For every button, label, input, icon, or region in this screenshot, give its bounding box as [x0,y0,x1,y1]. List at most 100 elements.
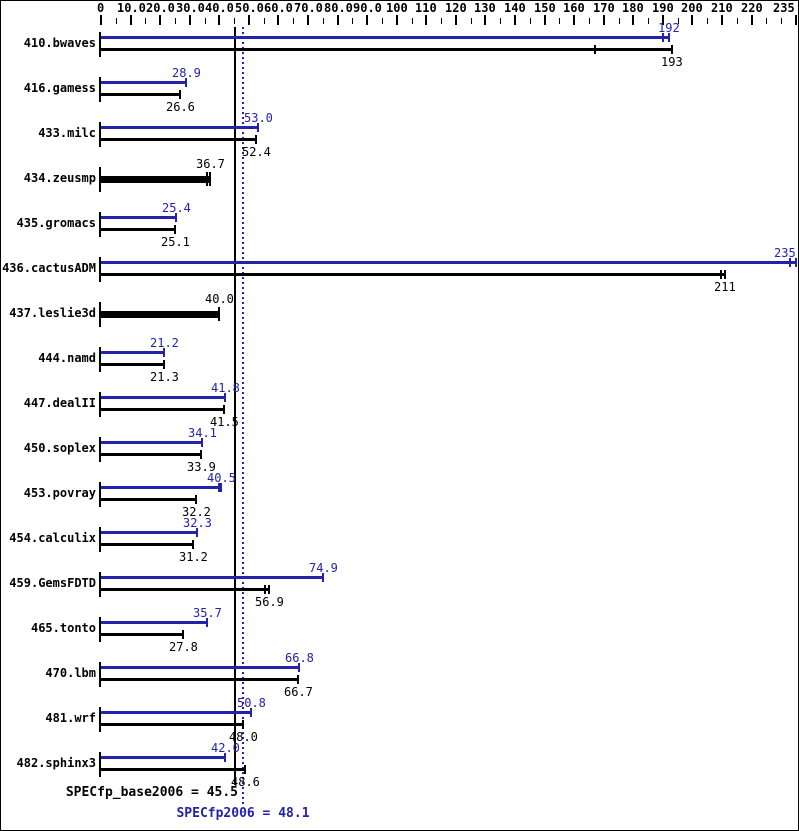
base-bar [101,48,672,51]
base-bar [101,498,196,501]
row-baseline [99,662,101,687]
axis-tick-label: 10.0 [117,1,146,15]
run-mark [218,307,220,321]
axis-major-tick [484,15,486,25]
axis-tick-label: 220 [741,1,763,15]
benchmark-label: 434.zeusmp [23,171,96,185]
peak-reference-line [242,27,244,805]
base-bar [101,723,243,726]
benchmark-label: 433.milc [38,126,96,140]
row-baseline [99,77,101,102]
axis-tick-label: 210 [711,1,733,15]
peak-value-label: 41.8 [211,381,240,395]
axis-minor-tick [352,18,353,24]
benchmark-label: 444.namd [38,351,96,365]
row-baseline [99,122,101,147]
axis-tick-label: 20.0 [146,1,175,15]
axis-major-tick [795,15,797,25]
base-bar [101,588,269,591]
run-mark [662,33,664,42]
run-mark [720,270,722,279]
axis-minor-tick [441,18,442,24]
peak-bar [101,531,197,534]
axis-minor-tick [471,18,472,24]
axis-major-tick [632,15,634,25]
benchmark-label: 410.bwaves [23,36,96,50]
run-mark [257,123,259,132]
benchmark-label: 481.wrf [45,711,96,725]
axis-minor-tick [293,18,294,24]
peak-bar [101,756,225,759]
axis-major-tick [189,15,191,25]
run-mark [220,483,222,492]
base-value-label: 33.9 [187,460,216,474]
axis-major-tick [337,15,339,25]
axis-minor-tick [145,18,146,24]
run-mark [200,450,202,459]
benchmark-label: 465.tonto [30,621,96,635]
row-baseline [99,32,101,57]
run-mark [255,135,257,144]
run-mark [224,393,226,402]
peak-value-label: 40.5 [207,471,236,485]
base-reference-line [234,27,236,785]
run-mark [163,348,165,357]
axis-tick-label: 60.0 [264,1,293,15]
base-value-label: 52.4 [242,145,271,159]
run-mark [192,540,194,549]
axis-tick-label: 170 [593,1,615,15]
benchmark-label: 454.calculix [9,531,96,545]
row-baseline [99,257,101,282]
peak-bar [101,621,207,624]
benchmark-label: 453.povray [23,486,96,500]
axis-tick-label: 160 [563,1,585,15]
peak-value-label: 25.4 [162,201,191,215]
axis-major-tick [130,15,132,25]
base-bar [101,543,193,546]
peak-value-label: 21.2 [150,336,179,350]
base-value-label: 36.7 [196,157,225,171]
run-mark [322,573,324,582]
run-mark [174,225,176,234]
peak-bar [101,81,186,84]
row-baseline [99,752,101,777]
axis-major-tick [514,15,516,25]
axis-major-tick [691,15,693,25]
benchmark-label: 470.lbm [45,666,96,680]
axis-minor-tick [530,18,531,24]
axis-minor-tick [559,18,560,24]
base-bar [101,408,224,411]
peak-value-label: 35.7 [193,606,222,620]
axis-major-tick [544,15,546,25]
axis-minor-tick [412,18,413,24]
row-baseline [99,617,101,642]
peak-value-label: 235 [774,246,796,260]
row-baseline [99,392,101,417]
base-summary-label: SPECfp_base2006 = 45.5 [65,785,238,800]
base-bar [101,273,725,276]
run-mark [175,213,177,222]
run-mark [195,495,197,504]
peak-summary-label: SPECfp2006 = 48.1 [176,806,310,821]
base-bar [101,768,245,771]
base-value-label: 66.7 [284,685,313,699]
axis-tick-label: 30.0 [176,1,205,15]
axis-major-tick [248,15,250,25]
base-value-label: 27.8 [169,640,198,654]
base-value-label: 48.0 [229,730,258,744]
axis-major-tick [100,15,102,25]
row-baseline [99,707,101,732]
run-mark [206,172,208,186]
benchmark-label: 436.cactusADM [2,261,96,275]
run-mark [206,618,208,627]
run-mark [298,663,300,672]
benchmark-label: 447.dealII [23,396,96,410]
axis-minor-tick [707,18,708,24]
run-mark [671,45,673,54]
axis-tick-label: 90.0 [353,1,382,15]
benchmark-label: 459.GemsFDTD [9,576,96,590]
axis-major-tick [159,15,161,25]
peak-bar [101,711,251,714]
row-baseline [99,527,101,552]
